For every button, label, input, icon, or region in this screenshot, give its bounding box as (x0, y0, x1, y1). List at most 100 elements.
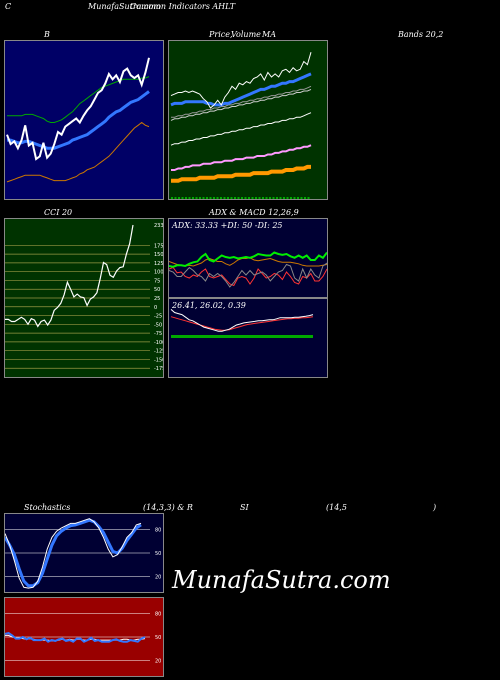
title-price: Price, (209, 30, 233, 39)
title-stoch-b: (14,3,3) & R (143, 503, 193, 512)
volume-bar (181, 197, 184, 199)
plus-di-secondary-line (169, 262, 327, 288)
ma-200-line (171, 164, 311, 183)
volume-bar (262, 197, 264, 199)
adx-chart (169, 251, 327, 288)
rsi-line (5, 632, 146, 643)
volume-bar (223, 197, 226, 199)
ma-20-line (171, 85, 312, 118)
volume-bar (258, 197, 261, 199)
volume-bar (304, 197, 306, 199)
cci-tick-label: -25 (154, 314, 162, 320)
stochastics-panel: 80 50 20 (4, 513, 164, 593)
stochastics-chart: 80 50 20 (5, 518, 161, 589)
volume-bar (265, 197, 268, 199)
volume-bar (213, 197, 215, 199)
macd-line (170, 309, 314, 332)
macd-values: 26.41, 26.02, 0.39 (172, 301, 246, 310)
cci-tick-label: 25 (154, 296, 160, 302)
ma-10-line (170, 72, 312, 107)
title-bands: Bands 20,2 (398, 30, 444, 39)
cci-tick-label: 125 (154, 261, 163, 267)
macd-chart (170, 309, 314, 338)
rsi-panel: 80 50 20 (4, 597, 164, 677)
title-price-overlap: Volume (231, 30, 261, 39)
ma-50-line (170, 112, 312, 146)
volume-bar (307, 197, 310, 199)
macd-signal-line (170, 316, 314, 331)
title-adx-macd: ADX & MACD 12,26,9 (209, 208, 299, 217)
stoch-tick-label: 20 (155, 574, 161, 580)
cci-tick-label: -125 (154, 349, 163, 355)
volume-bar (174, 197, 177, 199)
volume-bar (248, 197, 250, 199)
header-left: C (5, 2, 12, 11)
header-site: MunafaSutra.com (88, 2, 161, 11)
volume-bar (290, 197, 292, 199)
cci-tick-label: -100 (154, 340, 163, 346)
bb-price-line (6, 57, 150, 161)
cci-chart: 233 175 150 125 100 75 50 25 0 -25 -50 -75 -100 -125 -… (5, 223, 163, 372)
adx-panel: ADX: 33.33 +DI: 50 -DI: 25 (168, 218, 328, 298)
stoch-tick-label: 50 (155, 551, 161, 557)
volume-bar (216, 197, 219, 199)
cci-tick-label: 233 (154, 223, 163, 229)
cci-tick-label: 75 (154, 278, 160, 284)
title-stoch-e: ) (433, 503, 437, 512)
volume-bar (300, 197, 303, 199)
title-stoch-a: Stochastics (24, 503, 71, 512)
cci-tick-label: 50 (154, 287, 160, 293)
plus-di-line (169, 251, 327, 268)
rsi-tick-label: 50 (155, 635, 161, 641)
cci-tick-label: -150 (154, 357, 163, 363)
volume-bar (251, 197, 254, 199)
cci-tick-label: 100 (154, 270, 163, 276)
volume-bar (255, 197, 257, 199)
volume-bar (283, 197, 285, 199)
cci-tick-label: -75 (154, 331, 162, 337)
bb-upper-band (7, 76, 150, 123)
volume-bar (241, 197, 243, 199)
bollinger-panel (4, 40, 164, 200)
price-line (170, 52, 312, 109)
ma-30-line (170, 88, 312, 121)
volume-bar (237, 197, 240, 199)
bb-lower-band (6, 121, 150, 183)
title-stoch-c: SI (240, 503, 249, 512)
price-ma-panel (168, 40, 328, 200)
adx-values: ADX: 33.33 +DI: 50 -DI: 25 (172, 221, 283, 230)
cci-tick-label: 0 (154, 305, 157, 311)
title-bollinger: B (44, 30, 50, 39)
volume-bar (230, 197, 233, 199)
price-ma-chart (170, 52, 312, 199)
rsi-tick-label: 80 (155, 612, 161, 618)
volume-bar (244, 197, 247, 199)
cci-line (5, 224, 134, 328)
stoch-d-line (5, 518, 142, 588)
cci-panel: 233 175 150 125 100 75 50 25 0 -25 -50 -75 -100 -125 -… (4, 218, 164, 378)
macd-panel: 26.41, 26.02, 0.39 (168, 298, 328, 378)
volume-bar (199, 197, 201, 199)
volume-bar (279, 197, 282, 199)
volume-bar (206, 197, 208, 199)
volume-bar (269, 197, 271, 199)
volume-bar (195, 197, 198, 199)
volume-bar (234, 197, 236, 199)
volume-bar (272, 197, 275, 199)
volume-bar (178, 197, 180, 199)
rsi-tick-label: 20 (155, 658, 161, 664)
watermark: MunafaSutra.com (172, 566, 391, 594)
volume-bar (276, 197, 278, 199)
header-title-overlap: Common Indicators AHLT (130, 2, 236, 11)
volume-bar (293, 197, 296, 199)
volume-bar (202, 197, 205, 199)
macd-histogram (171, 335, 313, 338)
cci-tick-label: 175 (154, 243, 163, 249)
title-cci: CCI 20 (44, 208, 73, 217)
volume-bar (227, 197, 229, 199)
volume-bar (192, 197, 194, 199)
ma-100-line (171, 144, 312, 171)
volume-bar (171, 197, 173, 199)
volume-bar (188, 197, 191, 199)
stoch-k-line (5, 518, 142, 589)
